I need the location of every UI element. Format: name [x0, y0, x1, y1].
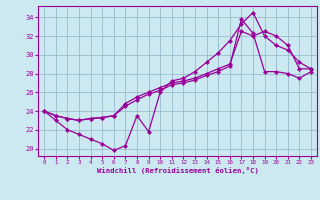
X-axis label: Windchill (Refroidissement éolien,°C): Windchill (Refroidissement éolien,°C): [97, 167, 259, 174]
